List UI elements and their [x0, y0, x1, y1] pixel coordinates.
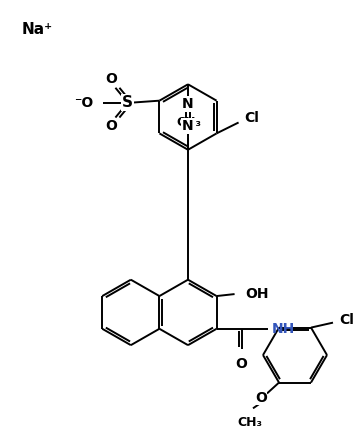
Text: Na⁺: Na⁺: [22, 22, 53, 37]
Text: Cl: Cl: [339, 313, 354, 327]
Text: N: N: [182, 97, 194, 111]
Text: O: O: [236, 356, 248, 371]
Text: N: N: [182, 119, 194, 133]
Text: CH₃: CH₃: [176, 116, 202, 129]
Text: O: O: [105, 72, 117, 86]
Text: O: O: [255, 391, 267, 405]
Text: NH: NH: [271, 322, 295, 336]
Text: S: S: [122, 95, 133, 110]
Text: OH: OH: [246, 287, 269, 301]
Text: CH₃: CH₃: [238, 416, 262, 429]
Text: Cl: Cl: [244, 111, 260, 124]
Text: O: O: [105, 120, 117, 133]
Text: ⁻O: ⁻O: [74, 95, 94, 110]
